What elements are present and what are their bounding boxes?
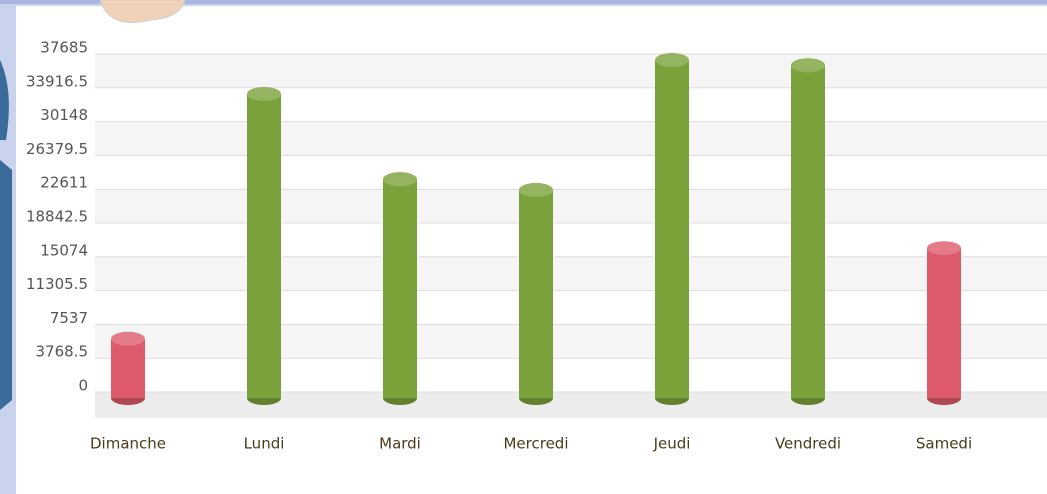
y-tick-label: 0 [78,377,88,395]
bar-top [655,53,689,67]
x-tick-label: Samedi [916,435,972,453]
x-tick-label: Mardi [379,435,421,453]
grid-band [95,256,1047,291]
bar-top [111,331,145,346]
bar [927,248,961,398]
bar-top [247,86,281,101]
grid-band [95,121,1047,156]
bar [383,179,417,398]
floor [95,392,1047,418]
bar-top [519,182,553,197]
x-tick-label: Vendredi [775,435,841,453]
x-tick-label: Lundi [244,435,285,453]
y-tick-label: 18842.5 [26,208,88,226]
y-tick-label: 37685 [40,39,88,57]
plot-area: 0 3768.5 7537 11305.5 15074 18842.5 22611 26379… [26,39,1047,453]
x-tick-label: Jeudi [653,435,691,453]
y-tick-label: 33916.5 [26,72,88,90]
bar-top [791,58,825,73]
top-border [0,0,1047,4]
y-tick-label: 7537 [50,309,88,327]
y-tick-label: 22611 [40,174,88,192]
y-tick-label: 11305.5 [26,275,88,293]
y-tick-label: 15074 [40,241,88,259]
grid-band [95,324,1047,359]
bar [247,93,281,398]
grid-band [95,189,1047,223]
x-tick-label: Dimanche [90,435,166,453]
bar-top [927,241,961,256]
mascot-body [0,60,12,410]
mascot-hand [99,0,186,23]
grid-band [95,54,1047,88]
x-tick-label: Mercredi [503,435,568,453]
bar [519,189,553,398]
bar [111,338,145,398]
y-tick-label: 3768.5 [36,343,89,361]
bar [655,60,689,398]
bar-top [383,172,417,187]
y-tick-label: 30148 [40,106,88,124]
bar [791,65,825,398]
y-tick-label: 26379.5 [26,140,88,158]
